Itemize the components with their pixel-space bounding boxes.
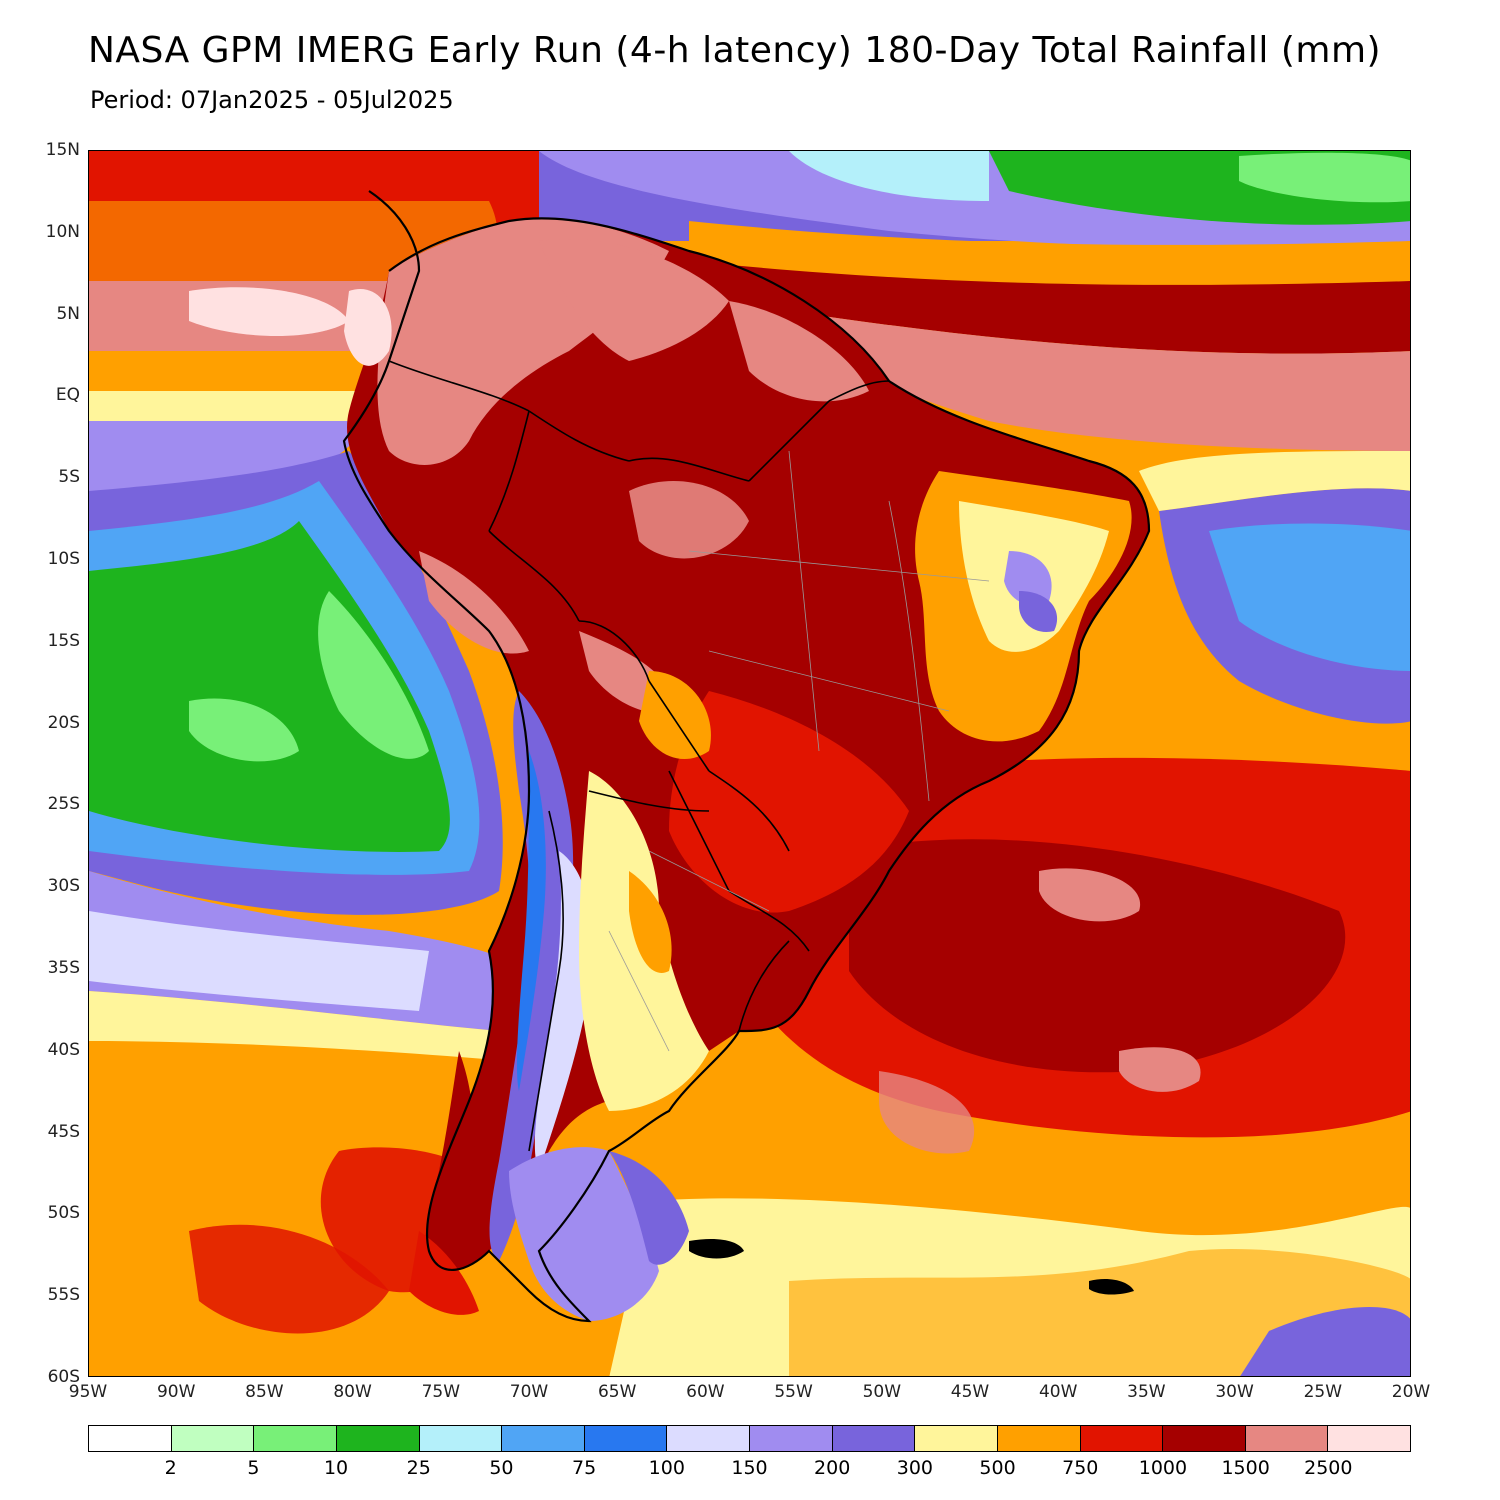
- falkland-islands: [689, 1239, 744, 1259]
- colorbar-legend: [88, 1425, 1411, 1452]
- colorbar-swatch: [1245, 1426, 1329, 1451]
- colorbar-tick-label: 150: [731, 1457, 768, 1479]
- colorbar-tick-label: 1000: [1138, 1457, 1188, 1479]
- colorbar-swatch: [336, 1426, 420, 1451]
- lat-tick-label: 40S: [47, 1039, 80, 1060]
- lon-tick-label: 80W: [333, 1382, 372, 1402]
- colorbar-swatch: [915, 1426, 998, 1451]
- lat-tick-label: EQ: [55, 385, 80, 406]
- colorbar-swatch: [419, 1426, 503, 1451]
- lon-tick-label: 65W: [597, 1382, 637, 1402]
- colorbar-swatch: [667, 1426, 750, 1451]
- colorbar-swatch: [832, 1426, 916, 1451]
- lon-tick-label: 30W: [1215, 1382, 1254, 1402]
- lon-tick-label: 90W: [156, 1382, 196, 1402]
- lon-tick-label: 20W: [1391, 1382, 1431, 1402]
- colorbar-swatch: [997, 1426, 1081, 1451]
- colorbar-tick-label: 2: [164, 1457, 177, 1479]
- colorbar-tick-label: 750: [1062, 1457, 1099, 1479]
- country-borders: [388, 360, 890, 1152]
- south-georgia: [1089, 1279, 1134, 1295]
- colorbar-tick-label: 300: [896, 1457, 934, 1479]
- lat-tick-label: 55S: [47, 1285, 80, 1306]
- colorbar-swatch: [502, 1426, 585, 1451]
- lon-tick-label: 25W: [1303, 1382, 1343, 1402]
- colorbar-tick-label: 25: [406, 1457, 431, 1479]
- colorbar-tick-label: 1500: [1221, 1457, 1270, 1479]
- colorbar-swatch: [750, 1426, 833, 1451]
- lon-tick-label: 50W: [862, 1382, 902, 1402]
- colorbar-tick-label: 2500: [1304, 1457, 1353, 1479]
- colorbar-swatch: [254, 1426, 337, 1451]
- colorbar-tick-label: 10: [323, 1457, 349, 1479]
- colorbar-swatch: [171, 1426, 255, 1451]
- lat-tick-label: 50S: [47, 1203, 80, 1224]
- colorbar-tick-label: 75: [572, 1457, 597, 1479]
- colorbar-tick-label: 100: [648, 1457, 685, 1479]
- lat-tick-label: 10N: [45, 221, 80, 242]
- colorbar-swatch: [1080, 1426, 1164, 1451]
- colorbar-swatch: [584, 1426, 668, 1451]
- map-title: NASA GPM IMERG Early Run (4-h latency) 1…: [88, 30, 1382, 71]
- lat-tick-label: 10S: [47, 549, 80, 569]
- lon-tick-label: 70W: [509, 1382, 549, 1402]
- lon-tick-label: 55W: [774, 1382, 813, 1402]
- lat-tick-label: 25S: [47, 794, 80, 815]
- coastline: [342, 190, 1151, 1323]
- lat-tick-label: 5N: [56, 303, 80, 324]
- colorbar-swatch: [1163, 1426, 1246, 1451]
- lat-tick-label: 60S: [47, 1367, 80, 1387]
- lon-tick-label: 85W: [245, 1382, 284, 1402]
- rainfall-map[interactable]: [88, 150, 1411, 1377]
- period-subtitle: Period: 07Jan2025 - 05Jul2025: [90, 86, 454, 114]
- colorbar-tick-label: 5: [247, 1457, 260, 1479]
- lat-tick-label: 30S: [47, 876, 80, 897]
- lat-tick-label: 20S: [47, 712, 80, 733]
- lat-tick-label: 5S: [58, 467, 80, 488]
- lon-tick-label: 40W: [1038, 1382, 1078, 1402]
- lon-tick-label: 45W: [950, 1382, 990, 1402]
- lon-tick-label: 75W: [421, 1382, 461, 1402]
- state-borders: [608, 450, 990, 1052]
- colorbar-tick-label: 50: [489, 1457, 514, 1479]
- lon-tick-label: 35W: [1127, 1382, 1166, 1402]
- lat-tick-label: 35S: [47, 958, 80, 978]
- lon-tick-label: 95W: [68, 1382, 108, 1402]
- lat-tick-label: 15N: [45, 140, 80, 160]
- lat-tick-label: 45S: [47, 1121, 80, 1142]
- colorbar-swatch: [89, 1426, 172, 1451]
- lat-tick-label: 15S: [47, 630, 80, 651]
- lon-tick-label: 60W: [686, 1382, 725, 1402]
- colorbar-tick-label: 500: [979, 1457, 1016, 1479]
- colorbar-swatch: [1328, 1426, 1410, 1451]
- colorbar-tick-label: 200: [814, 1457, 851, 1479]
